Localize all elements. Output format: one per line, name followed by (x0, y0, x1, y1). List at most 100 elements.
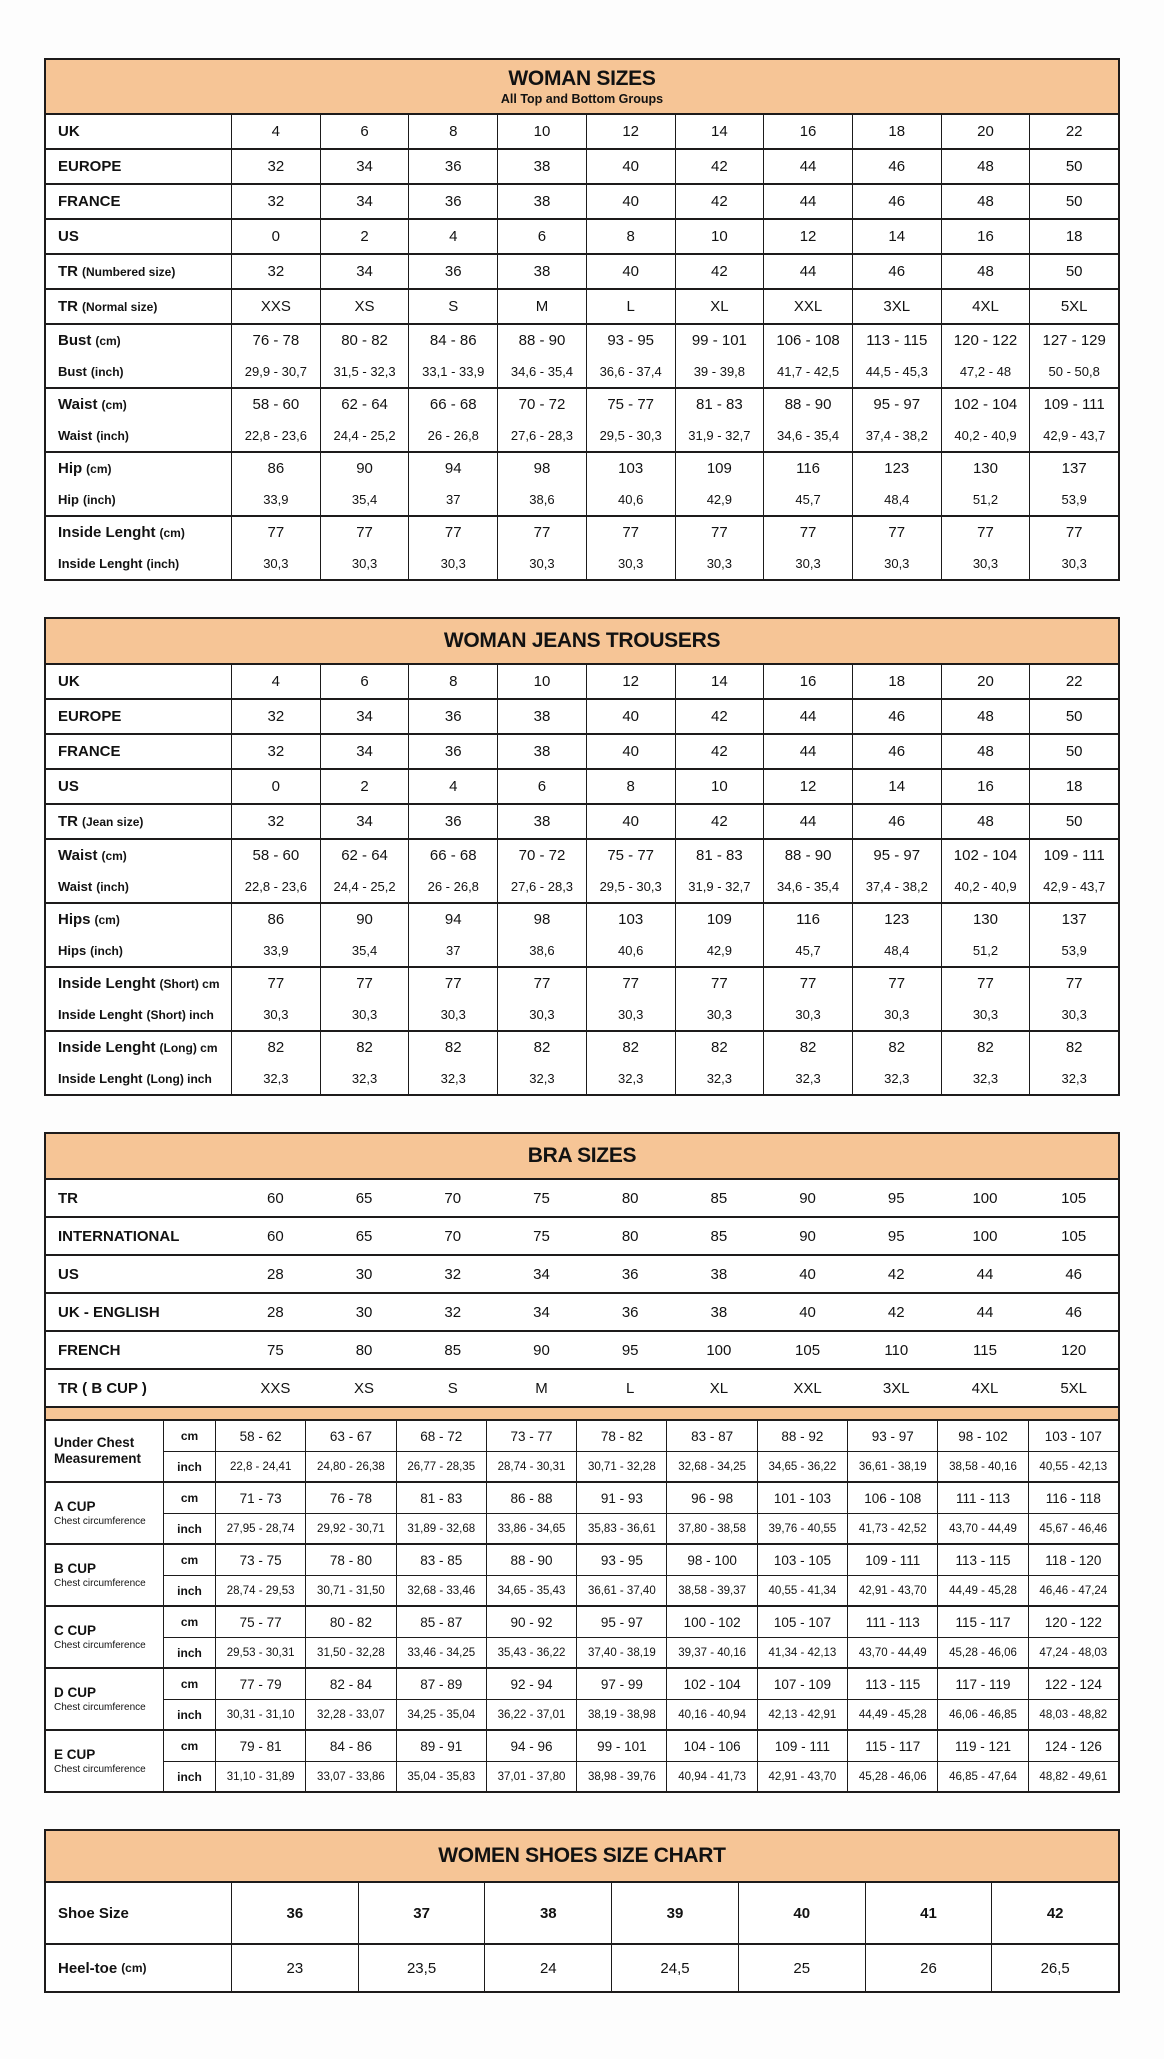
table-row: Hips (inch) 33,9 35,4 37 38,6 40,6 42,9 45,7 48,4… (46, 935, 1118, 966)
cell: 86 (231, 904, 320, 935)
row-label: Hips (inch) (46, 935, 231, 966)
cell: 42 (674, 700, 764, 733)
cell: 34,6 - 35,4 (763, 420, 852, 451)
cell: 122 - 124 (1027, 1669, 1118, 1699)
cell: 98 (497, 453, 586, 484)
cell: 34,65 - 35,43 (485, 1576, 576, 1605)
cell: 103 - 105 (756, 1545, 847, 1575)
cell: 109 (674, 904, 764, 935)
unit-label: cm (164, 1545, 216, 1575)
unit-label: cm (164, 1421, 216, 1451)
cell: 37 (357, 1883, 485, 1943)
cell: 38 (710, 1303, 728, 1321)
cell: 22,8 - 24,41 (229, 1460, 292, 1473)
cell: 46 (851, 805, 941, 838)
row-label-text: Shoe Size (58, 1904, 129, 1922)
cell: 92 - 94 (485, 1669, 576, 1699)
cell: 43,70 - 44,49 (937, 1514, 1027, 1543)
cell: 4 (408, 220, 497, 253)
unit-label: inch (164, 1514, 216, 1543)
cell: 102 - 104 (940, 389, 1030, 420)
row-label-text: US (58, 1265, 79, 1283)
cell: 32,3 (851, 1063, 941, 1094)
cell: 32,3 (231, 1063, 320, 1094)
cell: 18 (1029, 770, 1118, 803)
row-label: TR ( B CUP ) (46, 1370, 231, 1406)
cell: 28,74 - 30,31 (485, 1452, 576, 1481)
cell: 100 (972, 1189, 998, 1207)
cell: 16 (940, 770, 1030, 803)
row-group: Inside Lenght (Short) cm 77 77 77 77 77 77 77 77 7… (46, 968, 1118, 1032)
cell: 48 (940, 700, 1030, 733)
cell: 48,03 - 48,82 (1027, 1700, 1118, 1729)
row-label-note: (Long) cm (159, 1040, 218, 1055)
cell: 5XL (1029, 290, 1118, 323)
cell: 24,4 - 25,2 (319, 420, 409, 451)
cell: 30 (355, 1265, 373, 1283)
cell: 39,37 - 40,16 (666, 1638, 756, 1667)
row-label-note: (inch) (146, 556, 180, 571)
table-row: Waist (cm) 58 - 60 62 - 64 66 - 68 70 - 72 75 … (46, 389, 1118, 420)
cell: 44 (976, 1303, 994, 1321)
cell: 32 (231, 255, 320, 288)
table-row: TR (Normal size) XXS XS S M L XL XXL 3XL 4XL 5XL (46, 290, 1118, 323)
cell: 38 (497, 185, 586, 218)
table-row: Hip (cm) 86 90 94 98 103 109 116 123 130 137 (46, 453, 1118, 484)
cell: 60 (267, 1227, 284, 1245)
cell: 38 (497, 255, 586, 288)
cell: 42 (674, 735, 764, 768)
cell: 45,7 (763, 935, 852, 966)
cell: 42 (991, 1883, 1118, 1943)
cell: 89 - 91 (395, 1731, 486, 1761)
cell: 90 (319, 453, 409, 484)
row-label-text: Inside Lenght (58, 556, 143, 571)
cell: 103 (585, 453, 675, 484)
row-label: Hip (cm) (46, 453, 231, 484)
row-label: E CUP Chest circumference (46, 1731, 164, 1791)
cell: 44 (976, 1265, 994, 1283)
cell: 4 (231, 665, 320, 698)
cell: 39 - 39,8 (674, 356, 764, 387)
cell: 22 (1029, 115, 1118, 148)
cell: 88 - 90 (763, 840, 852, 871)
row-group: FRANCE 32 34 36 38 40 42 44 46 48 50 (46, 735, 1118, 770)
cell: 116 (763, 904, 852, 935)
cell: 2 (319, 220, 409, 253)
cell: 37,01 - 37,80 (485, 1762, 576, 1791)
cell: 104 - 106 (666, 1731, 756, 1761)
cup-name: Under Chest Measurement (54, 1435, 142, 1466)
cell: 77 (231, 517, 320, 548)
cell: 36 (408, 735, 497, 768)
row-label-note: (cm) (159, 525, 185, 540)
cell: 97 - 99 (576, 1669, 666, 1699)
cell: 77 (319, 517, 409, 548)
cell: 47,2 - 48 (940, 356, 1030, 387)
cell: XL (709, 1379, 729, 1397)
cell: 81 - 83 (395, 1483, 486, 1513)
cell: 42 (674, 185, 764, 218)
row-group: UK 4 6 8 10 12 14 16 18 20 22 (46, 115, 1118, 150)
cell: 12 (763, 220, 852, 253)
row-label-note: (cm) (94, 912, 120, 927)
cell: 36 (408, 150, 497, 183)
table-row: cm 75 - 77 80 - 82 85 - 87 90 - 92 95 - 97 100… (164, 1607, 1118, 1637)
cell: 3XL (851, 290, 941, 323)
cell: 53,9 (1029, 484, 1118, 515)
cell: 34 (319, 805, 409, 838)
cell: 32 (231, 805, 320, 838)
cell: 4 (408, 770, 497, 803)
cell: 137 (1029, 453, 1118, 484)
table-row: UK - ENGLISH 28 30 32 34 36 38 40 42 44 46 (46, 1294, 1118, 1330)
cell: 34 (319, 735, 409, 768)
cell: 40 (585, 185, 675, 218)
cup-subtitle: Chest circumference (54, 1701, 146, 1713)
cell: 33,46 - 34,25 (395, 1638, 486, 1667)
row-group: Waist (cm) 58 - 60 62 - 64 66 - 68 70 - 72 75 … (46, 840, 1118, 904)
table-header: WOMAN JEANS TROUSERS (46, 619, 1118, 665)
cell: 18 (851, 665, 941, 698)
cell: 77 (408, 517, 497, 548)
cell: 60 (267, 1189, 284, 1207)
cell: 36 (408, 255, 497, 288)
table-row: TR ( B CUP ) XXS XS S M L XL XXL 3XL 4XL 5XL (46, 1370, 1118, 1406)
cell: 77 (763, 517, 852, 548)
